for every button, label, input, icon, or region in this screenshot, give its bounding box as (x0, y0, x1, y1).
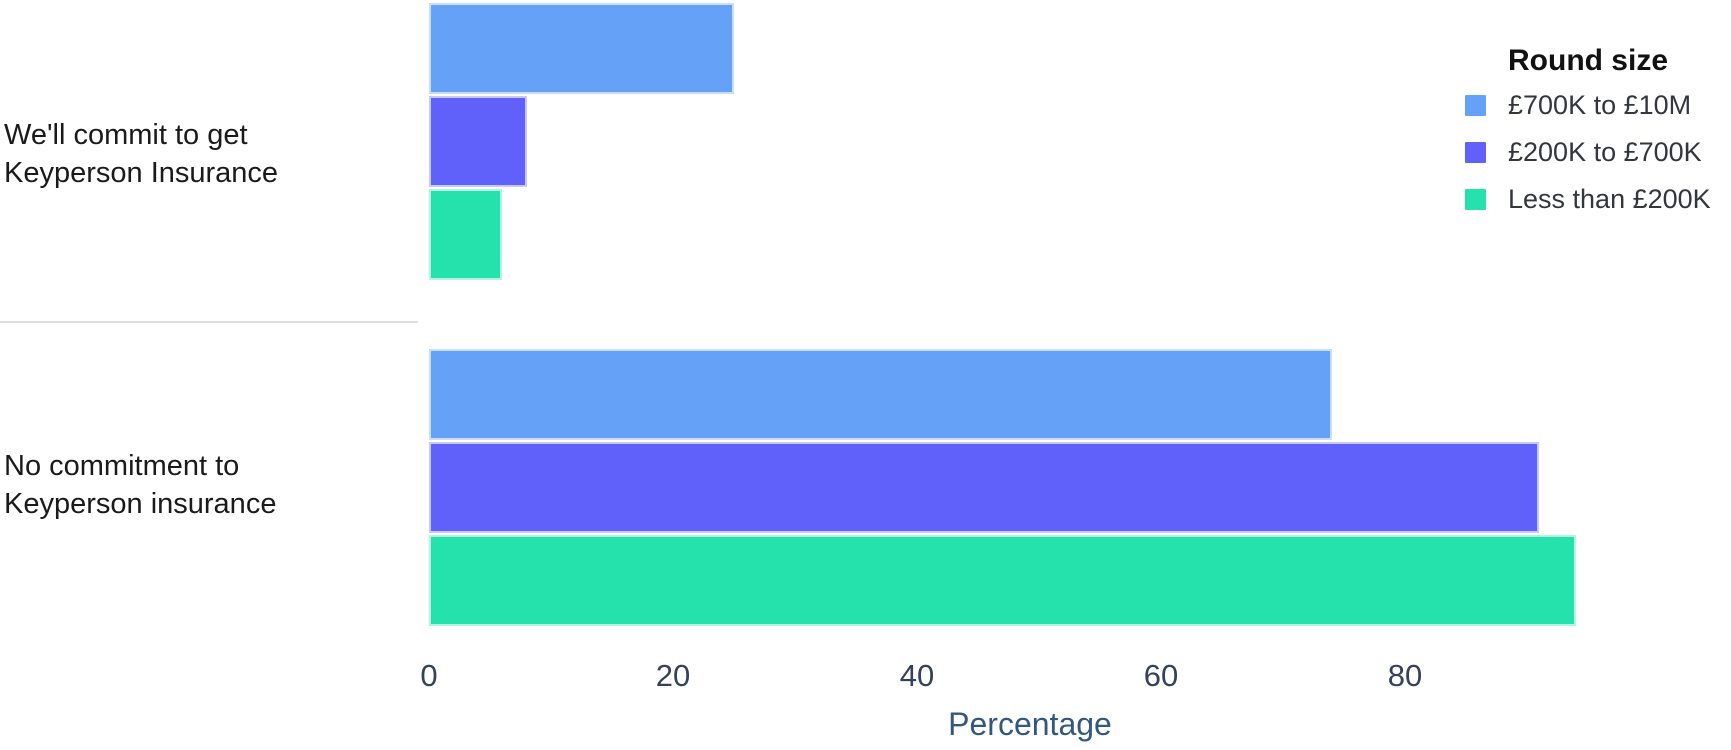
legend-item-1: £200K to £700K (1462, 137, 1711, 168)
bar-category0-series2 (429, 189, 503, 280)
category-label-no-commit: No commitment to Keyperson insurance (4, 450, 277, 520)
legend-item-label: £200K to £700K (1508, 137, 1702, 167)
legend-swatch-icon (1465, 142, 1486, 163)
x-tick-40: 40 (899, 658, 935, 693)
x-axis-ticks: 0 20 40 60 80 (0, 658, 1731, 698)
category-divider (0, 321, 418, 323)
legend-swatch-icon (1465, 95, 1486, 116)
x-tick-20: 20 (655, 658, 691, 693)
legend-item-label: £700K to £10M (1508, 90, 1692, 120)
category-label-commit: We'll commit to get Keyperson Insurance (4, 119, 279, 189)
bar-category0-series1 (429, 96, 527, 187)
bar-category1-series0 (429, 349, 1332, 440)
x-tick-80: 80 (1387, 658, 1423, 693)
legend-swatch-icon (1465, 189, 1486, 210)
legend-item-2: Less than £200K (1462, 184, 1711, 215)
x-tick-60: 60 (1143, 658, 1179, 693)
legend: Round size £700K to £10M £200K to £700K Le… (1462, 44, 1711, 215)
legend-item-label: Less than £200K (1508, 184, 1711, 214)
x-tick-0: 0 (420, 658, 438, 693)
bar-category1-series2 (429, 535, 1576, 626)
legend-item-0: £700K to £10M (1462, 90, 1711, 121)
bar-category1-series1 (429, 442, 1540, 533)
legend-title: Round size (1508, 44, 1669, 77)
x-axis-title: Percentage (948, 706, 1112, 742)
bar-category0-series0 (429, 3, 734, 94)
legend-items: £700K to £10M £200K to £700K Less than £20… (1462, 90, 1711, 215)
